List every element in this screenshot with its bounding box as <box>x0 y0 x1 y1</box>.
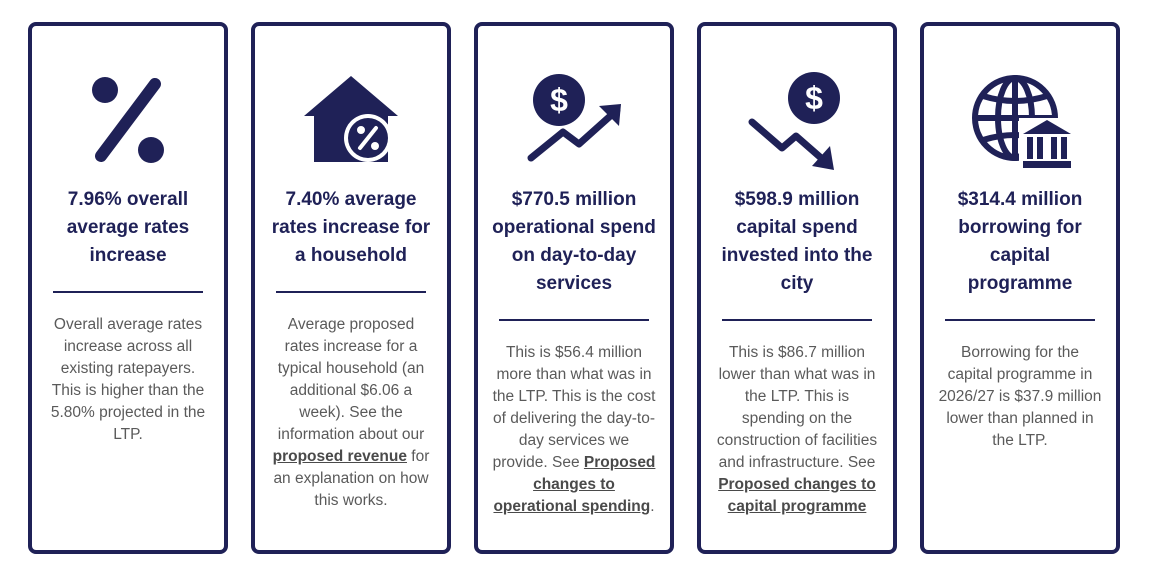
card-description: Average proposed rates increase for a ty… <box>269 314 433 512</box>
card-title: 7.96% overall average rates increase <box>66 189 190 266</box>
operational-spending-link[interactable]: Proposed changes to operational spending <box>493 454 656 515</box>
card-title: $598.9 million capital spend invested in… <box>721 189 873 294</box>
dollar-trend-down-icon: $ <box>742 70 852 170</box>
description-text: This is $56.4 million more than what was… <box>492 344 656 471</box>
globe-bank-icon <box>965 70 1075 170</box>
card-household-rates: 7.40% average rates increase for a house… <box>251 22 451 554</box>
description-text: This is $86.7 million lower than what wa… <box>716 344 878 471</box>
description-text: for an explanation on how this works. <box>273 448 430 509</box>
card-title: $770.5 million operational spend on day-… <box>492 189 656 294</box>
divider <box>945 319 1095 321</box>
divider <box>53 291 203 293</box>
card-operational-spend: $ $770.5 million operational spend on da… <box>474 22 674 554</box>
divider <box>722 319 872 321</box>
divider <box>499 319 649 321</box>
card-description: This is $56.4 million more than what was… <box>492 342 656 518</box>
proposed-revenue-link[interactable]: proposed revenue <box>272 448 407 465</box>
capital-programme-link[interactable]: Proposed changes to capital programme <box>718 476 876 515</box>
card-description: This is $86.7 million lower than what wa… <box>715 342 879 518</box>
dollar-trend-up-icon: $ <box>519 70 629 170</box>
divider <box>276 291 426 293</box>
svg-text:$: $ <box>805 80 823 116</box>
svg-text:$: $ <box>550 82 568 118</box>
description-text: Average proposed rates increase for a ty… <box>277 316 425 443</box>
card-borrowing: $314.4 million borrowing for capital pro… <box>920 22 1120 554</box>
house-percent-icon <box>296 70 406 170</box>
card-rates-increase: 7.96% overall average rates increase Ove… <box>28 22 228 554</box>
card-capital-spend: $ $598.9 million capital spend invested … <box>697 22 897 554</box>
card-description: Borrowing for the capital programme in 2… <box>938 344 1102 449</box>
card-description: Overall average rates increase across al… <box>50 316 206 443</box>
description-text: . <box>650 498 655 515</box>
percent-icon <box>73 70 183 170</box>
card-title: $314.4 million borrowing for capital pro… <box>957 189 1083 294</box>
card-title: 7.40% average rates increase for a house… <box>271 189 431 266</box>
